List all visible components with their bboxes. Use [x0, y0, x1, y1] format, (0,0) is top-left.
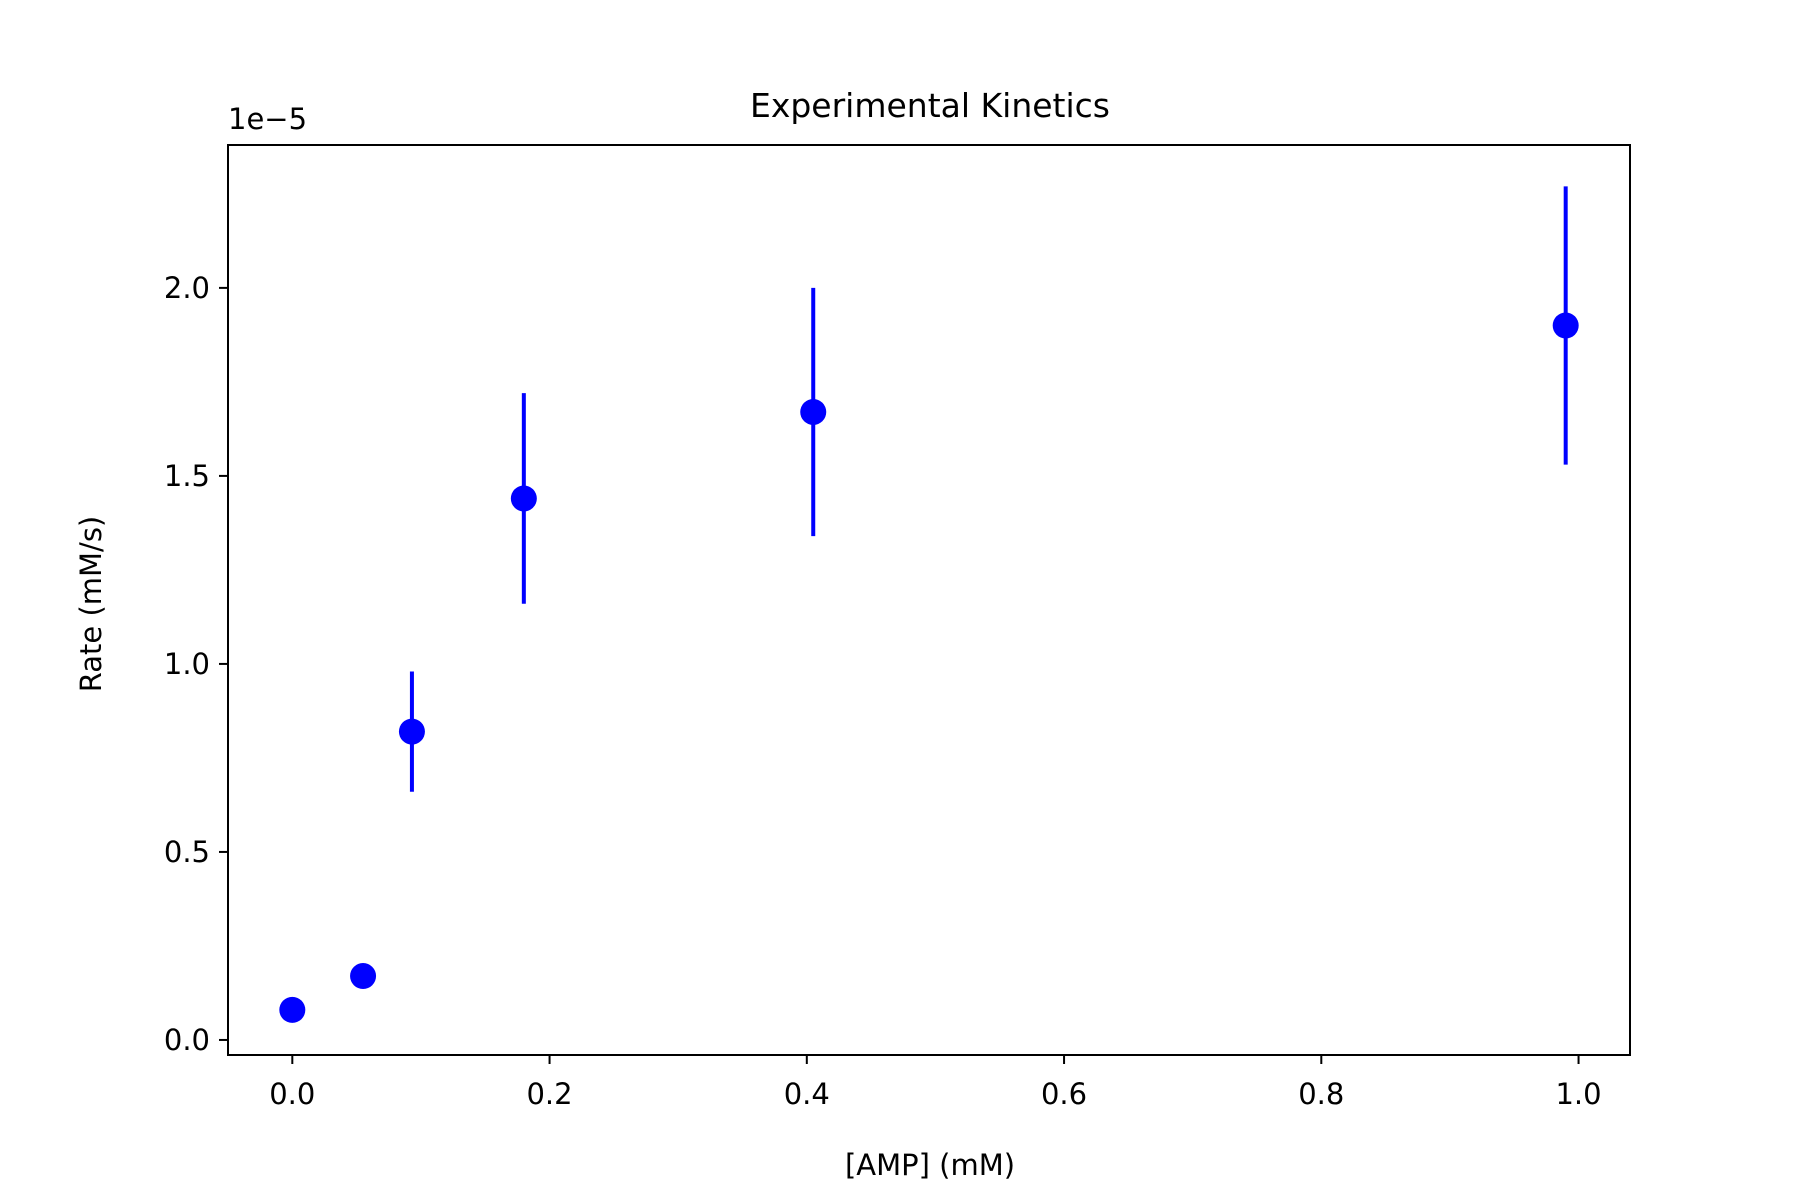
- chart-title: Experimental Kinetics: [750, 86, 1110, 125]
- axes-frame: [227, 144, 1631, 1056]
- y-tick-label: 2.0: [164, 271, 210, 305]
- plot-area: 0.0 0.2 0.4 0.6 0.8 1.0 0.0 0.5 1.0 1.5 2.0: [164, 144, 1631, 1111]
- y-tick-label: 1.0: [164, 647, 210, 681]
- x-tick-label: 0.2: [526, 1077, 572, 1111]
- y-offset-label: 1e−5: [228, 102, 307, 136]
- y-tick-label: 0.5: [164, 835, 210, 869]
- data-point: [350, 963, 377, 990]
- data-point: [279, 996, 306, 1023]
- y-tick-label: 0.0: [164, 1023, 210, 1057]
- x-axis-label: [AMP] (mM): [845, 1148, 1015, 1182]
- x-tick-label: 0.0: [269, 1077, 315, 1111]
- data-point: [510, 485, 537, 512]
- y-tick-label: 1.5: [164, 459, 210, 493]
- y-axis-label: Rate (mM/s): [74, 516, 108, 693]
- data-point: [800, 398, 827, 425]
- x-tick-label: 0.6: [1041, 1077, 1087, 1111]
- data-point: [1552, 312, 1579, 339]
- data-point: [398, 718, 425, 745]
- x-tick-label: 0.4: [784, 1077, 830, 1111]
- x-tick-label: 1.0: [1555, 1077, 1601, 1111]
- x-tick-label: 0.8: [1298, 1077, 1344, 1111]
